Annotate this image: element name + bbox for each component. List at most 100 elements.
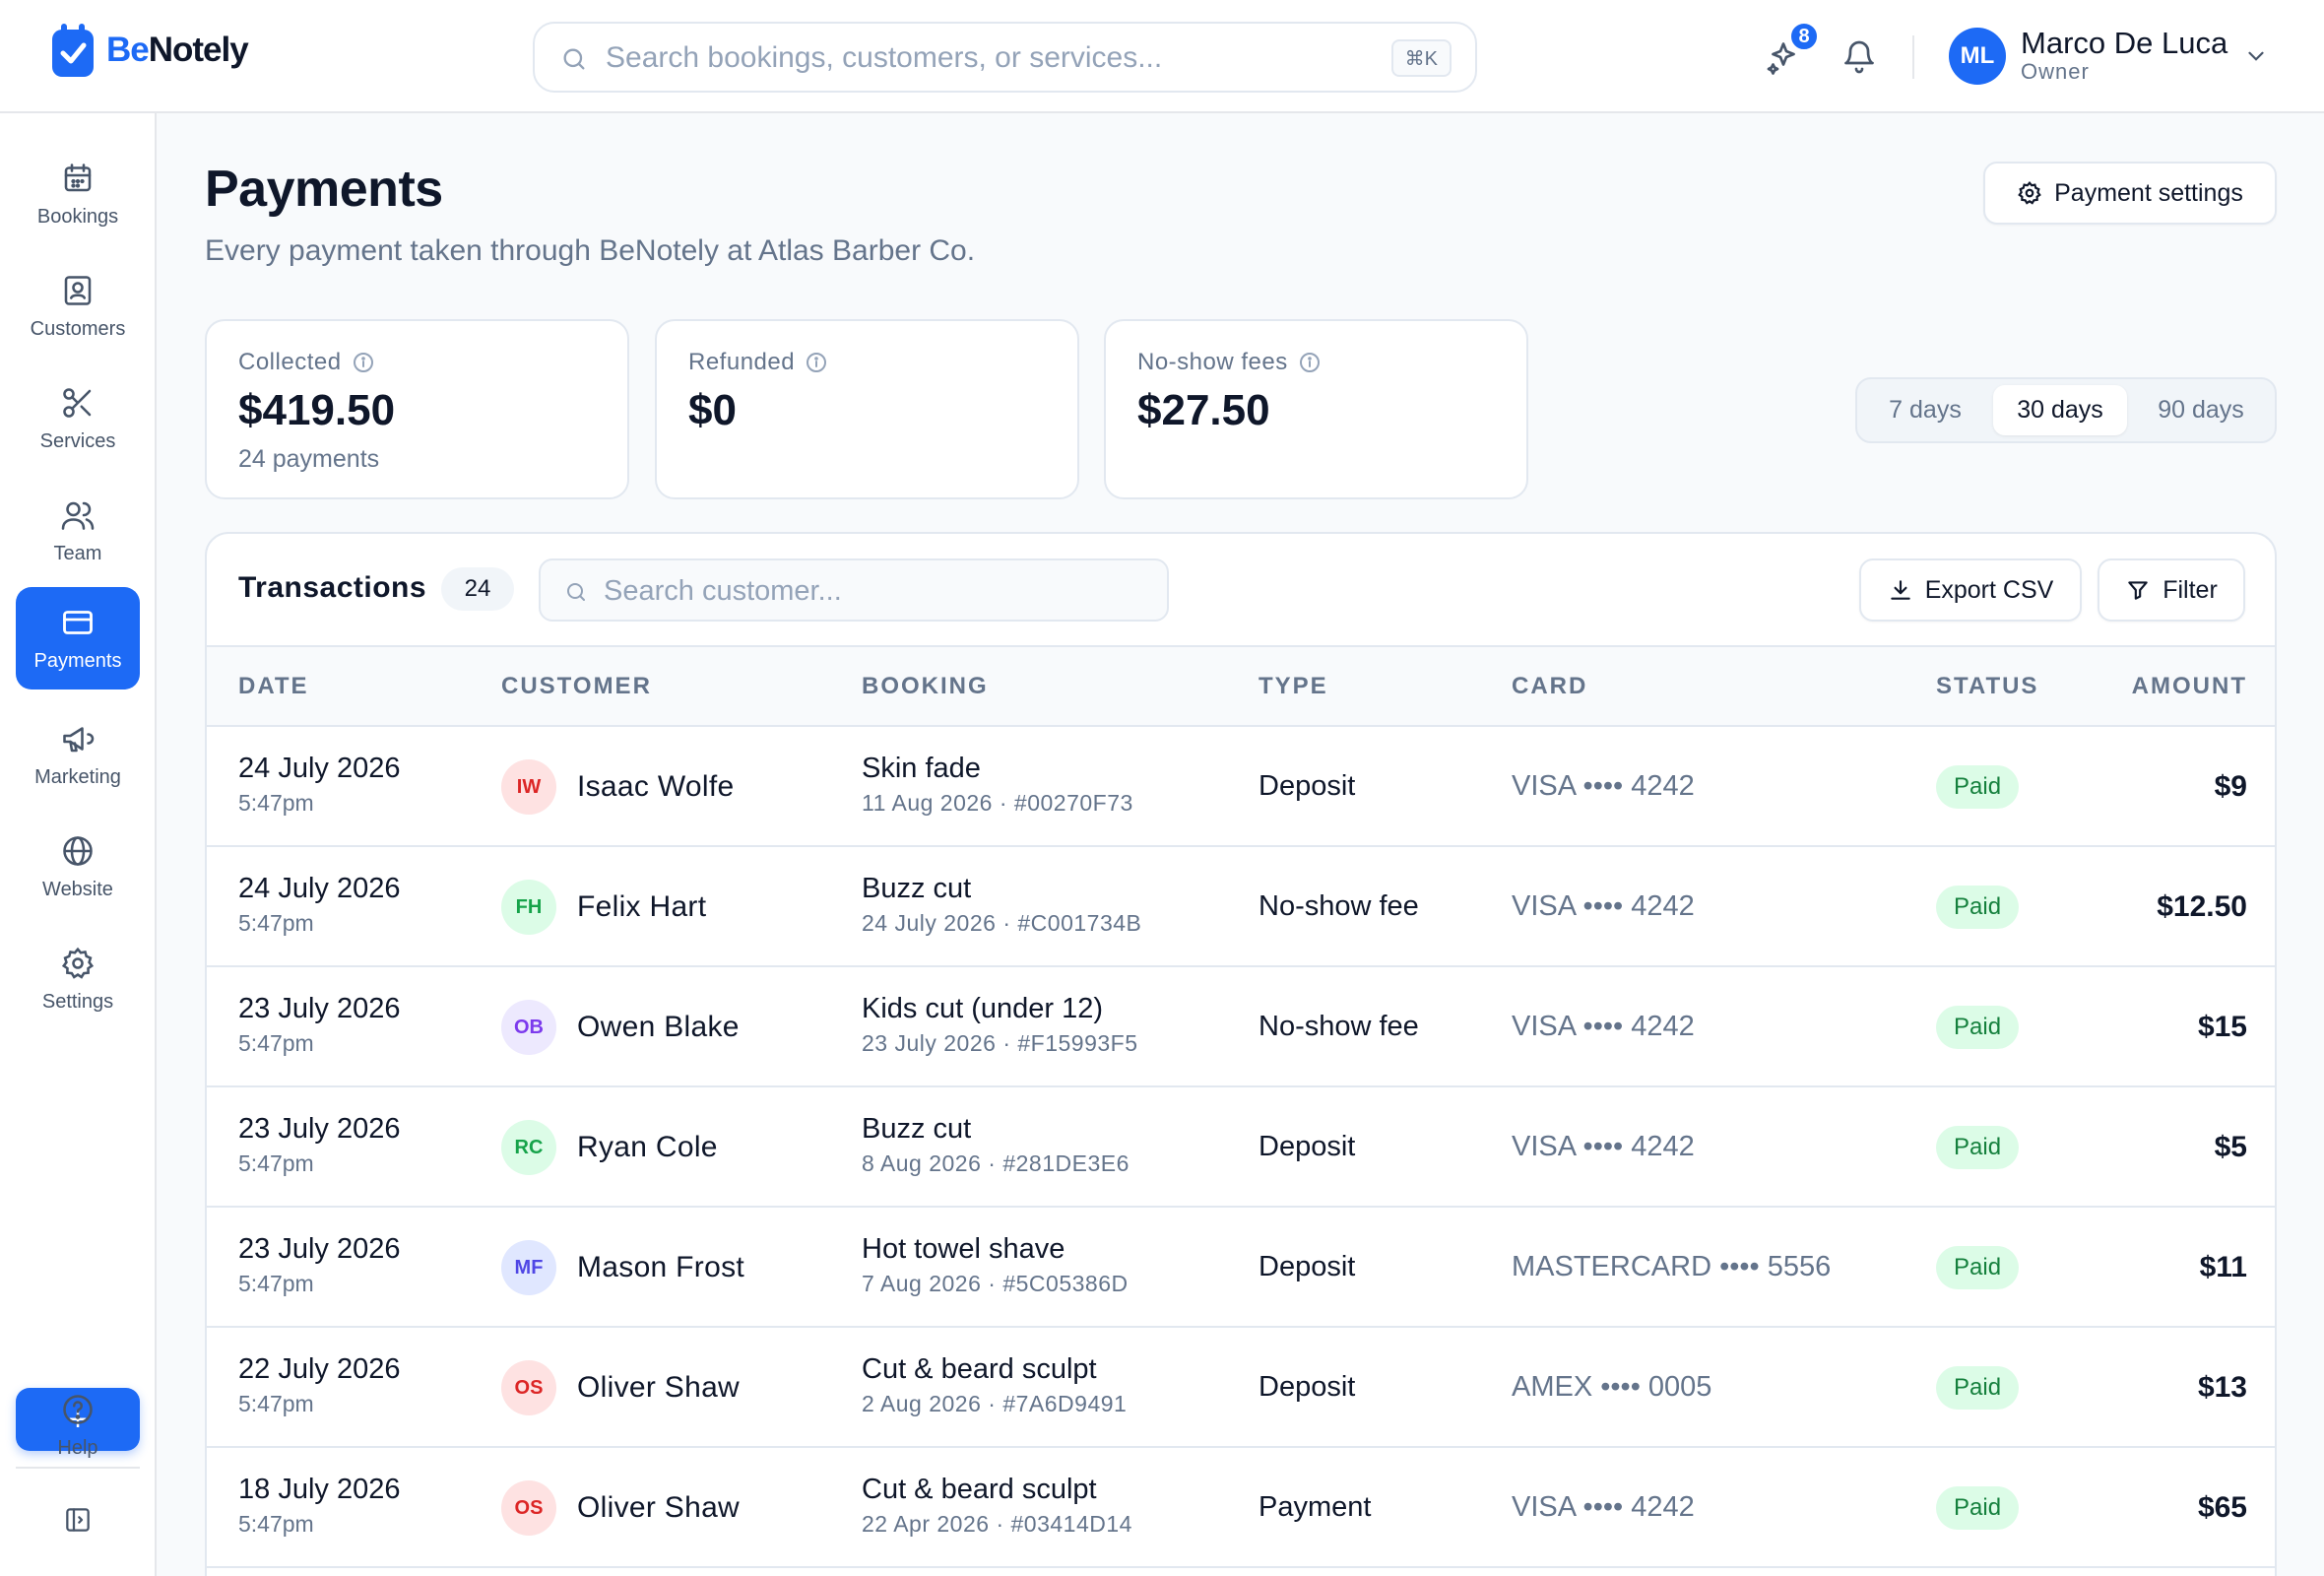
- payment-settings-label: Payment settings: [2054, 178, 2243, 207]
- filter-icon: [2128, 581, 2148, 600]
- page-title: Payments: [205, 161, 443, 218]
- column-header-booking[interactable]: BOOKING: [862, 673, 989, 699]
- export-csv-button[interactable]: Export CSV: [1859, 558, 2082, 622]
- sidebar-item-payments[interactable]: Payments: [16, 587, 140, 690]
- sidebar-item-website[interactable]: Website: [16, 816, 140, 918]
- bell-icon: [1844, 40, 1874, 74]
- stat-caption: 24 payments: [238, 445, 380, 473]
- transactions-card: Transactions 24 Export CSV Filter DATE C…: [205, 532, 2277, 1576]
- row-amount: $9: [2214, 770, 2247, 803]
- info-icon[interactable]: [805, 351, 828, 374]
- sidebar-item-label: Bookings: [36, 205, 119, 228]
- search-icon: [567, 583, 585, 601]
- row-booking-reference: 23 July 2026 · #F15993F5: [862, 1030, 1138, 1056]
- info-icon[interactable]: [352, 351, 375, 374]
- sidebar-item-team[interactable]: Team: [16, 480, 140, 582]
- sidebar-item-services[interactable]: Services: [16, 367, 140, 470]
- quick-add-button[interactable]: +: [16, 1388, 140, 1451]
- column-header-date[interactable]: DATE: [238, 673, 309, 699]
- search-icon: [563, 48, 585, 70]
- row-date: 23 July 2026: [238, 1113, 401, 1145]
- sparkle-icon: [1767, 42, 1795, 75]
- gear-icon: [61, 947, 95, 979]
- row-booking-service[interactable]: Buzz cut: [862, 873, 972, 904]
- sidebar-item-bookings[interactable]: Bookings: [16, 143, 140, 245]
- row-time: 5:47pm: [238, 1150, 314, 1176]
- sidebar-item-customers[interactable]: Customers: [16, 255, 140, 358]
- table-row[interactable]: 23 July 2026 5:47pm MF Mason Frost Hot towel…: [207, 1208, 2275, 1328]
- row-customer-name[interactable]: Oliver Shaw: [577, 1371, 741, 1404]
- customer-avatar: MF: [501, 1240, 556, 1295]
- customer-search[interactable]: [539, 558, 1169, 622]
- table-row[interactable]: 18 July 2026 5:47pm OS Oliver Shaw Cut & bea…: [207, 1448, 2275, 1568]
- column-header-status[interactable]: STATUS: [1936, 673, 2039, 699]
- row-booking-service[interactable]: Kids cut (under 12): [862, 993, 1104, 1024]
- transactions-title: Transactions: [238, 571, 427, 604]
- contact-icon: [64, 275, 92, 305]
- sidebar-item-marketing[interactable]: Marketing: [16, 703, 140, 806]
- filter-label: Filter: [2163, 575, 2218, 604]
- row-card: VISA •••• 4242: [1512, 1491, 1695, 1523]
- row-card: MASTERCARD •••• 5556: [1512, 1251, 1832, 1282]
- sparkle-button[interactable]: [1760, 33, 1807, 81]
- table-row[interactable]: 23 July 2026 5:47pm OB Owen Blake Kids cut (…: [207, 967, 2275, 1087]
- globe-icon: [63, 835, 93, 866]
- table-row[interactable]: 22 July 2026 5:47pm OS Oliver Shaw Cut & bea…: [207, 1328, 2275, 1448]
- filter-button[interactable]: Filter: [2098, 558, 2245, 622]
- search-shortcut-hint: ⌘K: [1390, 39, 1452, 77]
- payment-settings-button[interactable]: Payment settings: [1983, 162, 2277, 225]
- column-header-customer[interactable]: CUSTOMER: [501, 673, 652, 699]
- row-booking-service[interactable]: Cut & beard sculpt: [862, 1353, 1097, 1385]
- sidebar-item-label: Settings: [41, 990, 114, 1013]
- customer-search-input[interactable]: [604, 572, 1135, 610]
- megaphone-icon: [63, 726, 95, 752]
- table-row[interactable]: 24 July 2026 5:47pm IW Isaac Wolfe Skin fade…: [207, 727, 2275, 847]
- stat-label-row: Collected: [238, 349, 375, 376]
- row-booking-reference: 2 Aug 2026 · #7A6D9491: [862, 1391, 1128, 1416]
- table-row[interactable]: 23 July 2026 5:47pm RC Ryan Cole Buzz cut 8 A…: [207, 1087, 2275, 1208]
- user-name[interactable]: Marco De Luca: [2021, 26, 2228, 60]
- info-icon[interactable]: [1298, 351, 1322, 374]
- row-customer-name[interactable]: Oliver Shaw: [577, 1491, 741, 1524]
- column-header-card[interactable]: CARD: [1512, 673, 1588, 699]
- notifications-button[interactable]: [1836, 33, 1883, 81]
- notification-count-badge: 8: [1788, 21, 1820, 52]
- row-time: 5:47pm: [238, 1271, 314, 1296]
- range-option-90-days[interactable]: 90 days: [2158, 396, 2244, 424]
- row-customer-name[interactable]: Ryan Cole: [577, 1131, 718, 1163]
- row-booking-service[interactable]: Skin fade: [862, 753, 981, 784]
- row-customer-name[interactable]: Isaac Wolfe: [577, 770, 735, 803]
- global-search-input[interactable]: [606, 37, 1295, 79]
- row-customer-name[interactable]: Owen Blake: [577, 1011, 740, 1043]
- sidebar-item-label: Marketing: [34, 765, 121, 788]
- row-amount: $12.50: [2157, 890, 2247, 923]
- stat-value: $0: [688, 386, 737, 434]
- chevron-down-icon[interactable]: [2243, 43, 2269, 69]
- status-badge: Paid: [1936, 1246, 2020, 1289]
- page-subtitle: Every payment taken through BeNotely at …: [205, 234, 976, 267]
- row-booking-service[interactable]: Hot towel shave: [862, 1233, 1065, 1265]
- row-amount: $65: [2197, 1491, 2247, 1524]
- range-option-30-days[interactable]: 30 days: [1993, 385, 2127, 435]
- gear-icon: [2018, 181, 2041, 205]
- global-search[interactable]: ⌘K: [533, 22, 1477, 93]
- user-avatar[interactable]: ML: [1949, 28, 2006, 85]
- column-header-type[interactable]: TYPE: [1259, 673, 1328, 699]
- status-badge: Paid: [1936, 1006, 2020, 1049]
- row-time: 5:47pm: [238, 1030, 314, 1056]
- sidebar: Bookings Customers Services Team Payment…: [0, 113, 157, 1576]
- row-customer-name[interactable]: Felix Hart: [577, 890, 707, 923]
- row-booking-service[interactable]: Buzz cut: [862, 1113, 972, 1145]
- customer-avatar: FH: [501, 880, 556, 935]
- row-customer-name[interactable]: Mason Frost: [577, 1251, 745, 1283]
- table-row[interactable]: 24 July 2026 5:47pm FH Felix Hart Buzz cut 24…: [207, 847, 2275, 967]
- sidebar-item-help[interactable]: Help: [16, 1374, 140, 1477]
- collapse-sidebar-button[interactable]: [16, 1490, 140, 1549]
- range-option-7-days[interactable]: 7 days: [1889, 396, 1962, 424]
- row-booking-service[interactable]: Cut & beard sculpt: [862, 1474, 1097, 1505]
- brand-name: BeNotely: [106, 31, 249, 69]
- row-date: 23 July 2026: [238, 1233, 401, 1265]
- column-header-amount[interactable]: AMOUNT: [2131, 673, 2247, 699]
- sidebar-item-settings[interactable]: Settings: [16, 928, 140, 1030]
- brand-logo[interactable]: BeNotely: [49, 22, 249, 79]
